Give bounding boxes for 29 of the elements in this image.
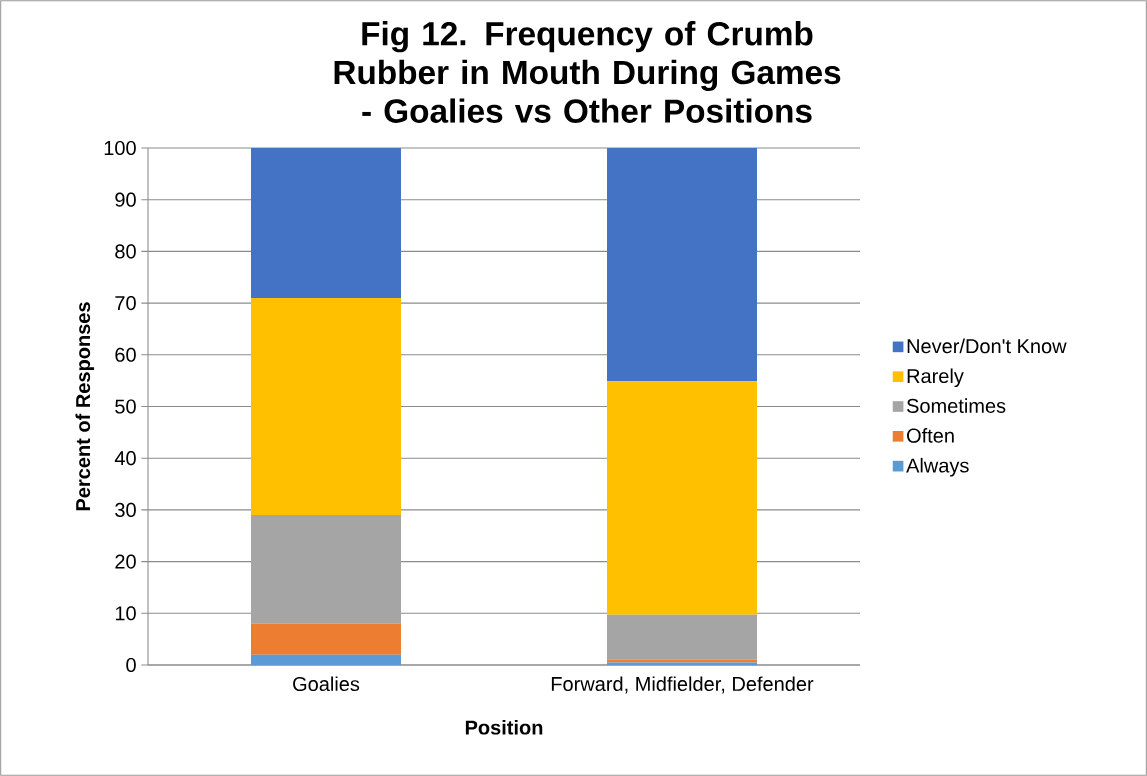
legend-label: Rarely — [907, 368, 964, 388]
y-tick-label: 40 — [114, 451, 136, 466]
x-axis-title: Position — [465, 719, 543, 735]
y-tick-label: 10 — [115, 606, 136, 621]
y-tick-label: 80 — [115, 244, 136, 259]
y-tick-label: 50 — [115, 399, 136, 414]
y-tick-label: 0 — [126, 657, 136, 673]
y-tick-label: 20 — [115, 554, 136, 569]
legend-label: Sometimes — [906, 398, 1006, 413]
x-tick-label: Goalies — [293, 676, 360, 692]
bar — [607, 148, 758, 382]
bar — [251, 654, 401, 665]
y-tick-label: 60 — [115, 347, 136, 362]
bar — [251, 623, 401, 655]
bar — [607, 381, 758, 615]
y-tick-label: 90 — [115, 192, 136, 207]
chart-title: Fig 12. Frequency of Crumb Rubber in Mouth During Games - Goalies vs Other Positions — [334, 21, 841, 123]
y-tick-label: 30 — [115, 502, 136, 517]
bar — [607, 614, 758, 660]
bar — [251, 515, 401, 624]
legend-label: Never/Don't Know — [907, 338, 1067, 354]
legend-label: Always — [906, 457, 969, 477]
y-axis-title: Percent of Responses — [75, 302, 95, 511]
bar — [251, 148, 401, 298]
legend-label: Often — [907, 428, 954, 443]
y-tick-label: 70 — [115, 296, 136, 311]
bar — [251, 297, 401, 516]
x-tick-label: Forward, Midfielder, Defender — [551, 676, 814, 694]
y-tick-label: 100 — [104, 140, 136, 156]
